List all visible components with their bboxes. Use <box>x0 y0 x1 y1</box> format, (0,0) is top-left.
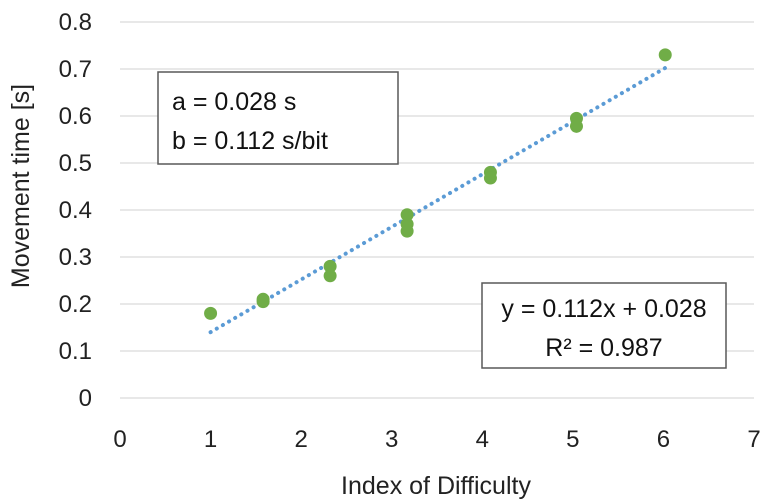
params-box-frame <box>157 71 399 165</box>
x-tick-label: 7 <box>747 426 760 453</box>
data-point-0 <box>204 306 218 320</box>
x-tick-label: 3 <box>385 426 398 453</box>
y-tick-label: 0.3 <box>59 244 92 271</box>
y-tick-label: 0.4 <box>59 197 92 224</box>
data-point-12 <box>658 48 672 62</box>
y-tick-label: 0.6 <box>59 103 92 130</box>
y-tick-label: 0.7 <box>59 56 92 83</box>
x-tick-label: 5 <box>566 426 579 453</box>
data-point-2 <box>256 295 270 309</box>
params-b-text: b = 0.112 s/bit <box>172 127 328 155</box>
linear-trendline <box>208 65 668 335</box>
x-tick-label: 1 <box>204 426 217 453</box>
params-a-text: a = 0.028 s <box>172 88 296 116</box>
data-points <box>204 48 672 320</box>
x-tick-label: 2 <box>294 426 307 453</box>
data-point-9 <box>483 171 497 185</box>
data-point-5 <box>400 208 414 222</box>
x-tick-label: 0 <box>113 426 126 453</box>
x-tick-label: 4 <box>476 426 489 453</box>
y-tick-label: 0.5 <box>59 150 92 177</box>
data-point-3 <box>323 259 337 273</box>
params-box: a = 0.028 s b = 0.112 s/bit <box>157 71 399 165</box>
y-tick-label: 0.8 <box>59 9 92 36</box>
y-axis-title: Movement time [s] <box>7 84 35 288</box>
equation-box-frame <box>481 282 727 369</box>
data-point-11 <box>569 119 583 133</box>
y-tick-label: 0.1 <box>59 338 92 365</box>
data-point-7 <box>400 224 414 238</box>
y-tick-label: 0.2 <box>59 291 92 318</box>
data-point-4 <box>323 269 337 283</box>
y-tick-labels: 0 0.1 0.2 0.3 0.4 0.5 0.6 0.7 0.8 <box>59 9 92 412</box>
x-tick-labels: 0 1 2 3 4 5 6 7 <box>113 426 760 453</box>
r-squared-text: R² = 0.987 <box>545 334 662 362</box>
equation-box: y = 0.112x + 0.028 R² = 0.987 <box>481 282 727 369</box>
x-tick-label: 6 <box>657 426 670 453</box>
trendline-layer <box>208 65 668 335</box>
x-axis-title: Index of Difficulty <box>341 472 531 500</box>
equation-text: y = 0.112x + 0.028 <box>501 295 706 323</box>
y-tick-label: 0 <box>79 385 92 412</box>
